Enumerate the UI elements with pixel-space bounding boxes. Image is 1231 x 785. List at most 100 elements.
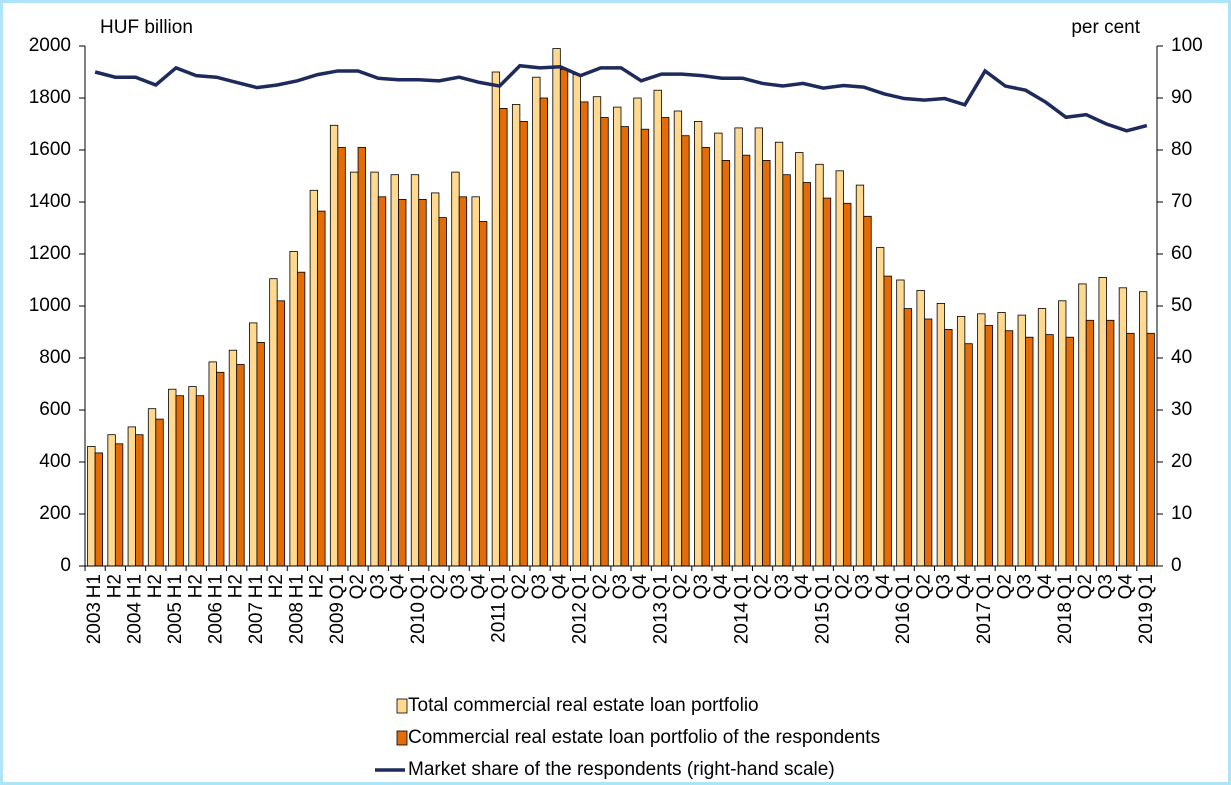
x-year-label: 2006 [205, 602, 226, 644]
bar [1085, 319, 1095, 567]
bar [762, 159, 771, 567]
x-tick-label: Q1 [812, 574, 833, 599]
x-tick-label: Q2 [671, 574, 692, 599]
bar [721, 159, 731, 567]
bar [539, 97, 548, 567]
bar [559, 69, 569, 567]
bar [795, 152, 804, 567]
bar [94, 452, 104, 567]
bar [600, 117, 609, 567]
bar [87, 445, 96, 567]
y2-axis-label: per cent [1071, 17, 1140, 38]
bar [208, 361, 217, 567]
y-tick-label: 1400 [29, 191, 71, 212]
x-tick-label: H1 [205, 574, 226, 598]
x-tick-label: Q4 [792, 574, 813, 600]
bar [673, 110, 683, 567]
x-year-label: 2008 [286, 602, 307, 644]
x-tick-label: Q3 [772, 574, 793, 599]
x-tick-label: Q4 [711, 574, 732, 600]
y2-tick-label: 50 [1171, 295, 1192, 316]
y2-tick-label: 40 [1171, 347, 1192, 368]
x-tick-label: Q3 [853, 574, 874, 599]
bar [997, 312, 1006, 567]
bar [269, 278, 278, 567]
bar [357, 146, 366, 567]
bar [964, 343, 973, 567]
y-tick-label: 1800 [29, 87, 71, 108]
bar [956, 315, 966, 567]
bar [876, 247, 885, 567]
bar [977, 313, 986, 567]
bar [944, 328, 953, 567]
x-year-label: 2004 [125, 602, 146, 645]
bar [552, 48, 561, 567]
bar [155, 418, 164, 567]
bar [620, 126, 629, 567]
x-year-label: 2017 [974, 602, 995, 644]
bar [398, 198, 407, 567]
x-tick-label: Q2 [833, 574, 854, 599]
x-tick-label: H2 [145, 574, 166, 598]
y2-tick-label: 20 [1171, 451, 1192, 472]
bar [1078, 283, 1087, 567]
x-tick-label: Q3 [529, 574, 550, 599]
x-year-label: 2016 [893, 602, 914, 644]
x-year-label: 2018 [1055, 602, 1076, 644]
x-tick-label: Q1 [327, 574, 348, 599]
y-tick-label: 0 [60, 555, 71, 576]
x-tick-label: Q1 [731, 574, 752, 599]
y2-tick-label: 10 [1171, 503, 1192, 524]
bar [350, 171, 359, 567]
bar [168, 388, 177, 567]
bar [1025, 336, 1034, 567]
x-year-label: 2019 [1136, 602, 1157, 644]
bar [410, 174, 420, 567]
x-tick-label: H2 [185, 574, 206, 598]
x-tick-label: Q3 [691, 574, 712, 599]
bar [249, 322, 258, 567]
bar [782, 174, 791, 567]
x-year-label: 2003 [84, 602, 105, 644]
bar [694, 121, 703, 567]
bar [195, 395, 205, 567]
x-tick-label: Q4 [1035, 574, 1056, 600]
x-tick-label: Q4 [549, 574, 570, 600]
x-tick-label: Q2 [347, 574, 368, 599]
bar [135, 434, 144, 567]
x-tick-label: Q1 [650, 574, 671, 599]
y2-tick-label: 30 [1171, 399, 1192, 420]
x-year-label: 2015 [812, 602, 833, 644]
x-tick-label: Q1 [974, 574, 995, 599]
x-tick-label: Q4 [954, 574, 975, 600]
y-tick-label: 2000 [29, 35, 71, 56]
x-tick-label: Q3 [1015, 574, 1036, 599]
bar [903, 308, 913, 567]
bar [1058, 300, 1067, 567]
x-year-label: 2014 [731, 602, 752, 645]
bar [1098, 276, 1107, 567]
y-tick-label: 400 [39, 451, 71, 472]
x-year-label: 2013 [650, 602, 671, 644]
x-tick-label: Q2 [509, 574, 530, 599]
y-tick-label: 1000 [29, 295, 71, 316]
bar [114, 443, 124, 567]
x-tick-label: H2 [266, 574, 287, 598]
bar [532, 76, 541, 567]
bar [741, 154, 751, 567]
legend-label: Market share of the respondents (right-h… [408, 759, 835, 780]
x-tick-label: Q1 [408, 574, 429, 599]
bar [471, 196, 480, 567]
bar [479, 221, 488, 567]
bar [640, 128, 650, 567]
x-tick-label: H2 [307, 574, 328, 598]
bar [147, 408, 157, 567]
bar [228, 349, 238, 567]
x-tick-label: H2 [226, 574, 247, 598]
bar [815, 163, 824, 567]
bar [451, 171, 460, 567]
x-tick-label: H1 [246, 574, 267, 598]
bar [107, 434, 116, 567]
bar [984, 325, 993, 567]
x-tick-label: Q4 [468, 574, 489, 600]
